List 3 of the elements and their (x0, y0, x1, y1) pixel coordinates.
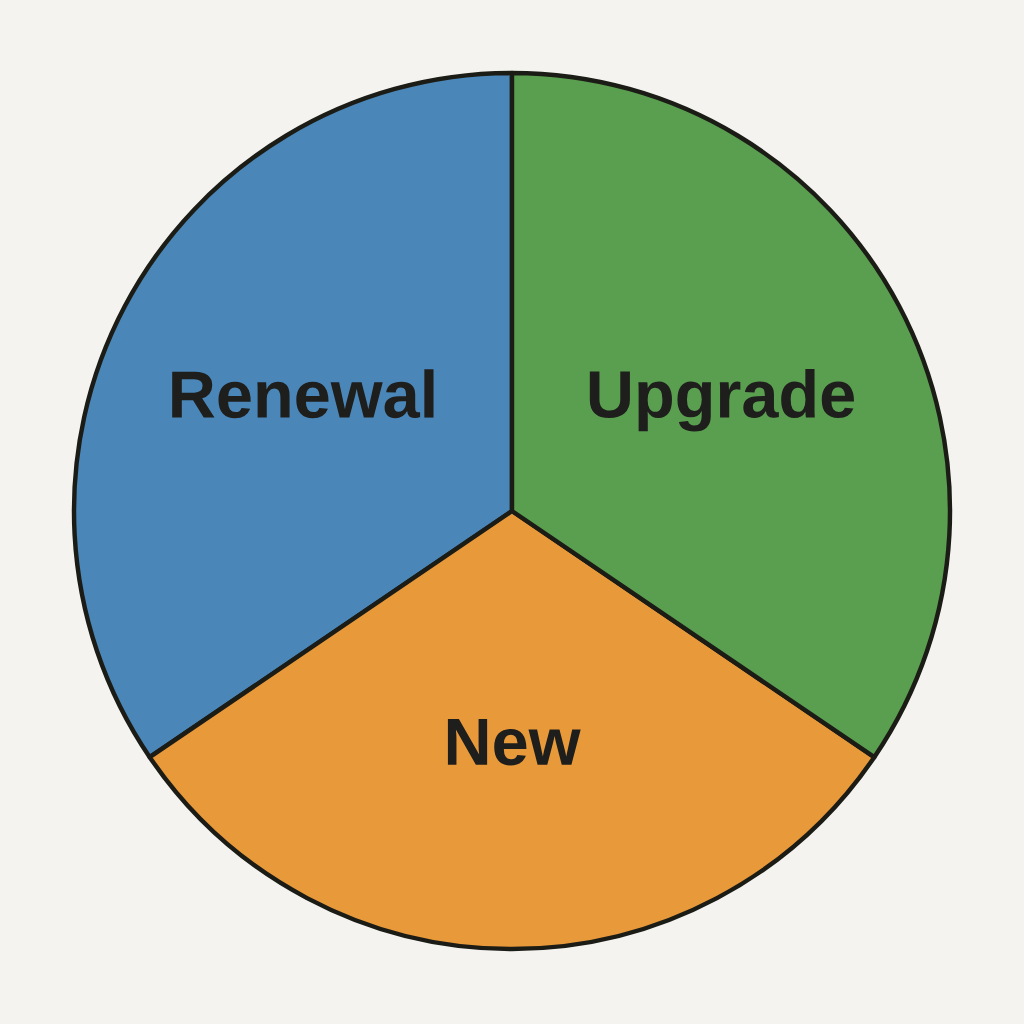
slice-label: New (447, 718, 581, 766)
slice-label: Renewal (172, 369, 434, 419)
slice-label: Upgrade (589, 369, 854, 432)
